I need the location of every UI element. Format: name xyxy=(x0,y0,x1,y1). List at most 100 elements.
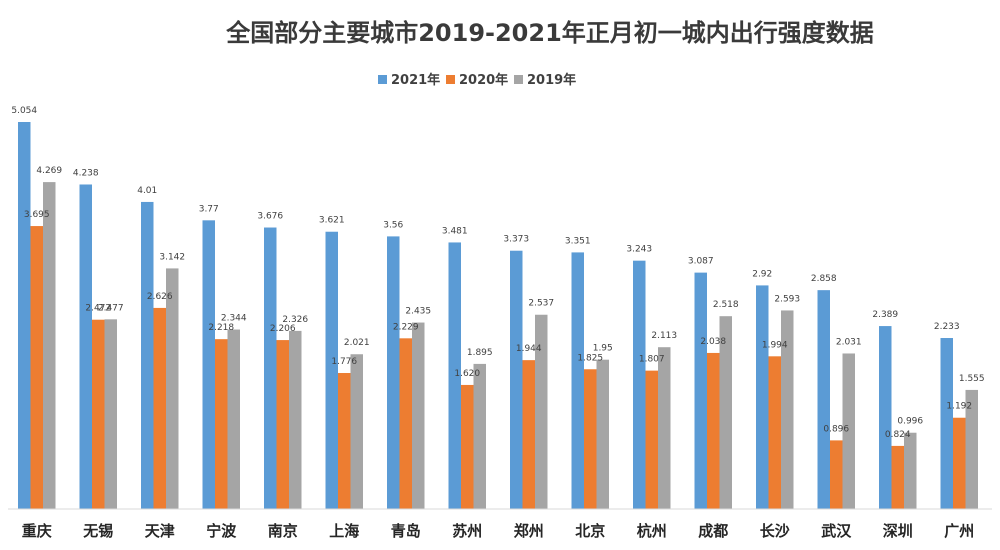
bar-4-1 xyxy=(276,340,289,509)
bar-14-1 xyxy=(891,445,904,509)
chart-legend: 2021年 2020年 2019年 xyxy=(378,72,576,88)
data-label-0-2: 4.269 xyxy=(36,166,62,176)
category-label-5: 上海 xyxy=(329,522,359,540)
legend-swatch-0 xyxy=(378,75,387,84)
bar-2-1 xyxy=(153,307,166,509)
category-label-14: 深圳 xyxy=(883,522,913,540)
category-label-0: 重庆 xyxy=(22,522,52,540)
bar-9-0 xyxy=(571,252,584,509)
bar-8-1 xyxy=(522,360,535,509)
data-label-7-2: 1.895 xyxy=(467,348,493,358)
bar-8-2 xyxy=(535,314,548,509)
data-label-2-1: 2.626 xyxy=(147,292,173,302)
bar-4-2 xyxy=(289,330,302,509)
data-label-7-0: 3.481 xyxy=(442,226,468,236)
category-label-7: 苏州 xyxy=(452,522,482,540)
data-label-14-0: 2.389 xyxy=(872,310,898,320)
data-label-0-1: 3.695 xyxy=(24,210,50,220)
data-label-14-1: 0.824 xyxy=(885,430,911,440)
data-label-3-1: 2.218 xyxy=(208,323,234,333)
bar-1-1 xyxy=(92,319,105,509)
category-label-15: 广州 xyxy=(944,522,974,540)
category-label-11: 成都 xyxy=(698,522,728,540)
data-label-2-2: 3.142 xyxy=(159,252,185,262)
bar-14-0 xyxy=(879,326,892,509)
category-label-group: 重庆 无锡 天津 宁波 南京 上海 青岛 苏州 郑州 北京 杭州 成都 长沙 武汉 深圳 广州 xyxy=(22,522,975,540)
data-label-5-1: 1.776 xyxy=(331,357,357,367)
bar-2-0 xyxy=(141,201,154,509)
bar-0-1 xyxy=(30,226,43,509)
data-label-3-0: 3.77 xyxy=(199,204,219,214)
bar-15-1 xyxy=(953,417,966,509)
data-label-9-2: 1.95 xyxy=(593,344,613,354)
bar-10-0 xyxy=(633,260,646,509)
data-label-10-0: 3.243 xyxy=(626,245,652,255)
legend-swatch-1 xyxy=(446,75,455,84)
bar-7-0 xyxy=(448,242,461,509)
data-label-8-2: 2.537 xyxy=(528,299,554,309)
data-label-5-2: 2.021 xyxy=(344,338,370,348)
category-label-3: 宁波 xyxy=(206,522,237,540)
data-label-6-2: 2.435 xyxy=(405,307,431,317)
bar-6-2 xyxy=(412,322,425,509)
bar-11-1 xyxy=(707,352,720,509)
bar-0-2 xyxy=(43,182,56,510)
legend-label-2: 2019年 xyxy=(527,72,576,88)
data-label-12-2: 2.593 xyxy=(774,294,800,304)
bar-7-2 xyxy=(473,363,486,509)
bar-10-1 xyxy=(645,370,658,509)
data-label-11-1: 2.038 xyxy=(700,337,726,347)
bar-5-0 xyxy=(325,231,338,509)
category-label-10: 杭州 xyxy=(637,522,667,540)
bar-9-2 xyxy=(596,359,609,509)
data-label-1-0: 4.238 xyxy=(73,168,99,178)
category-label-2: 天津 xyxy=(145,522,175,540)
data-label-14-2: 0.996 xyxy=(897,417,923,427)
data-label-1-1: 2.472 xyxy=(85,304,111,314)
data-label-7-1: 1.620 xyxy=(454,369,480,379)
bar-3-1 xyxy=(215,339,228,509)
bar-13-0 xyxy=(817,290,830,509)
bar-12-2 xyxy=(781,310,794,509)
data-label-2-0: 4.01 xyxy=(137,186,157,196)
category-label-4: 南京 xyxy=(268,522,298,540)
bar-13-2 xyxy=(842,353,855,509)
data-label-15-1: 1.192 xyxy=(946,402,972,412)
data-label-3-2: 2.344 xyxy=(221,314,247,324)
data-label-10-2: 2.113 xyxy=(651,331,677,341)
data-label-8-1: 1.944 xyxy=(516,344,542,354)
bar-3-0 xyxy=(202,220,215,509)
bar-8-0 xyxy=(510,250,523,509)
bar-9-1 xyxy=(584,369,597,509)
data-label-13-2: 2.031 xyxy=(836,337,862,347)
bar-6-0 xyxy=(387,236,400,509)
data-label-0-0: 5.054 xyxy=(11,106,37,116)
data-label-13-0: 2.858 xyxy=(811,274,837,284)
data-label-6-0: 3.56 xyxy=(383,220,403,230)
bar-12-1 xyxy=(768,356,781,509)
bar-10-2 xyxy=(658,347,671,509)
data-label-15-2: 1.555 xyxy=(959,374,985,384)
bar-1-0 xyxy=(79,184,92,509)
bar-13-1 xyxy=(830,440,843,509)
data-label-9-1: 1.825 xyxy=(577,353,603,363)
data-label-6-1: 2.229 xyxy=(393,322,419,332)
bar-11-0 xyxy=(694,272,707,509)
bar-group xyxy=(18,122,978,510)
category-label-1: 无锡 xyxy=(82,522,113,540)
data-label-12-1: 1.994 xyxy=(762,340,788,350)
data-label-4-2: 2.326 xyxy=(282,315,308,325)
data-label-5-0: 3.621 xyxy=(319,216,345,226)
data-label-10-1: 1.807 xyxy=(639,355,665,365)
bar-2-2 xyxy=(166,268,179,509)
bar-5-1 xyxy=(338,373,351,509)
data-label-13-1: 0.896 xyxy=(823,424,849,434)
bar-11-2 xyxy=(719,316,732,509)
chart-title: 全国部分主要城市2019-2021年正月初一城内出行强度数据 xyxy=(225,19,874,47)
data-label-1-2: 2.477 xyxy=(98,303,124,313)
bar-6-1 xyxy=(399,338,412,509)
legend-swatch-2 xyxy=(514,75,523,84)
data-label-11-2: 2.518 xyxy=(713,300,739,310)
